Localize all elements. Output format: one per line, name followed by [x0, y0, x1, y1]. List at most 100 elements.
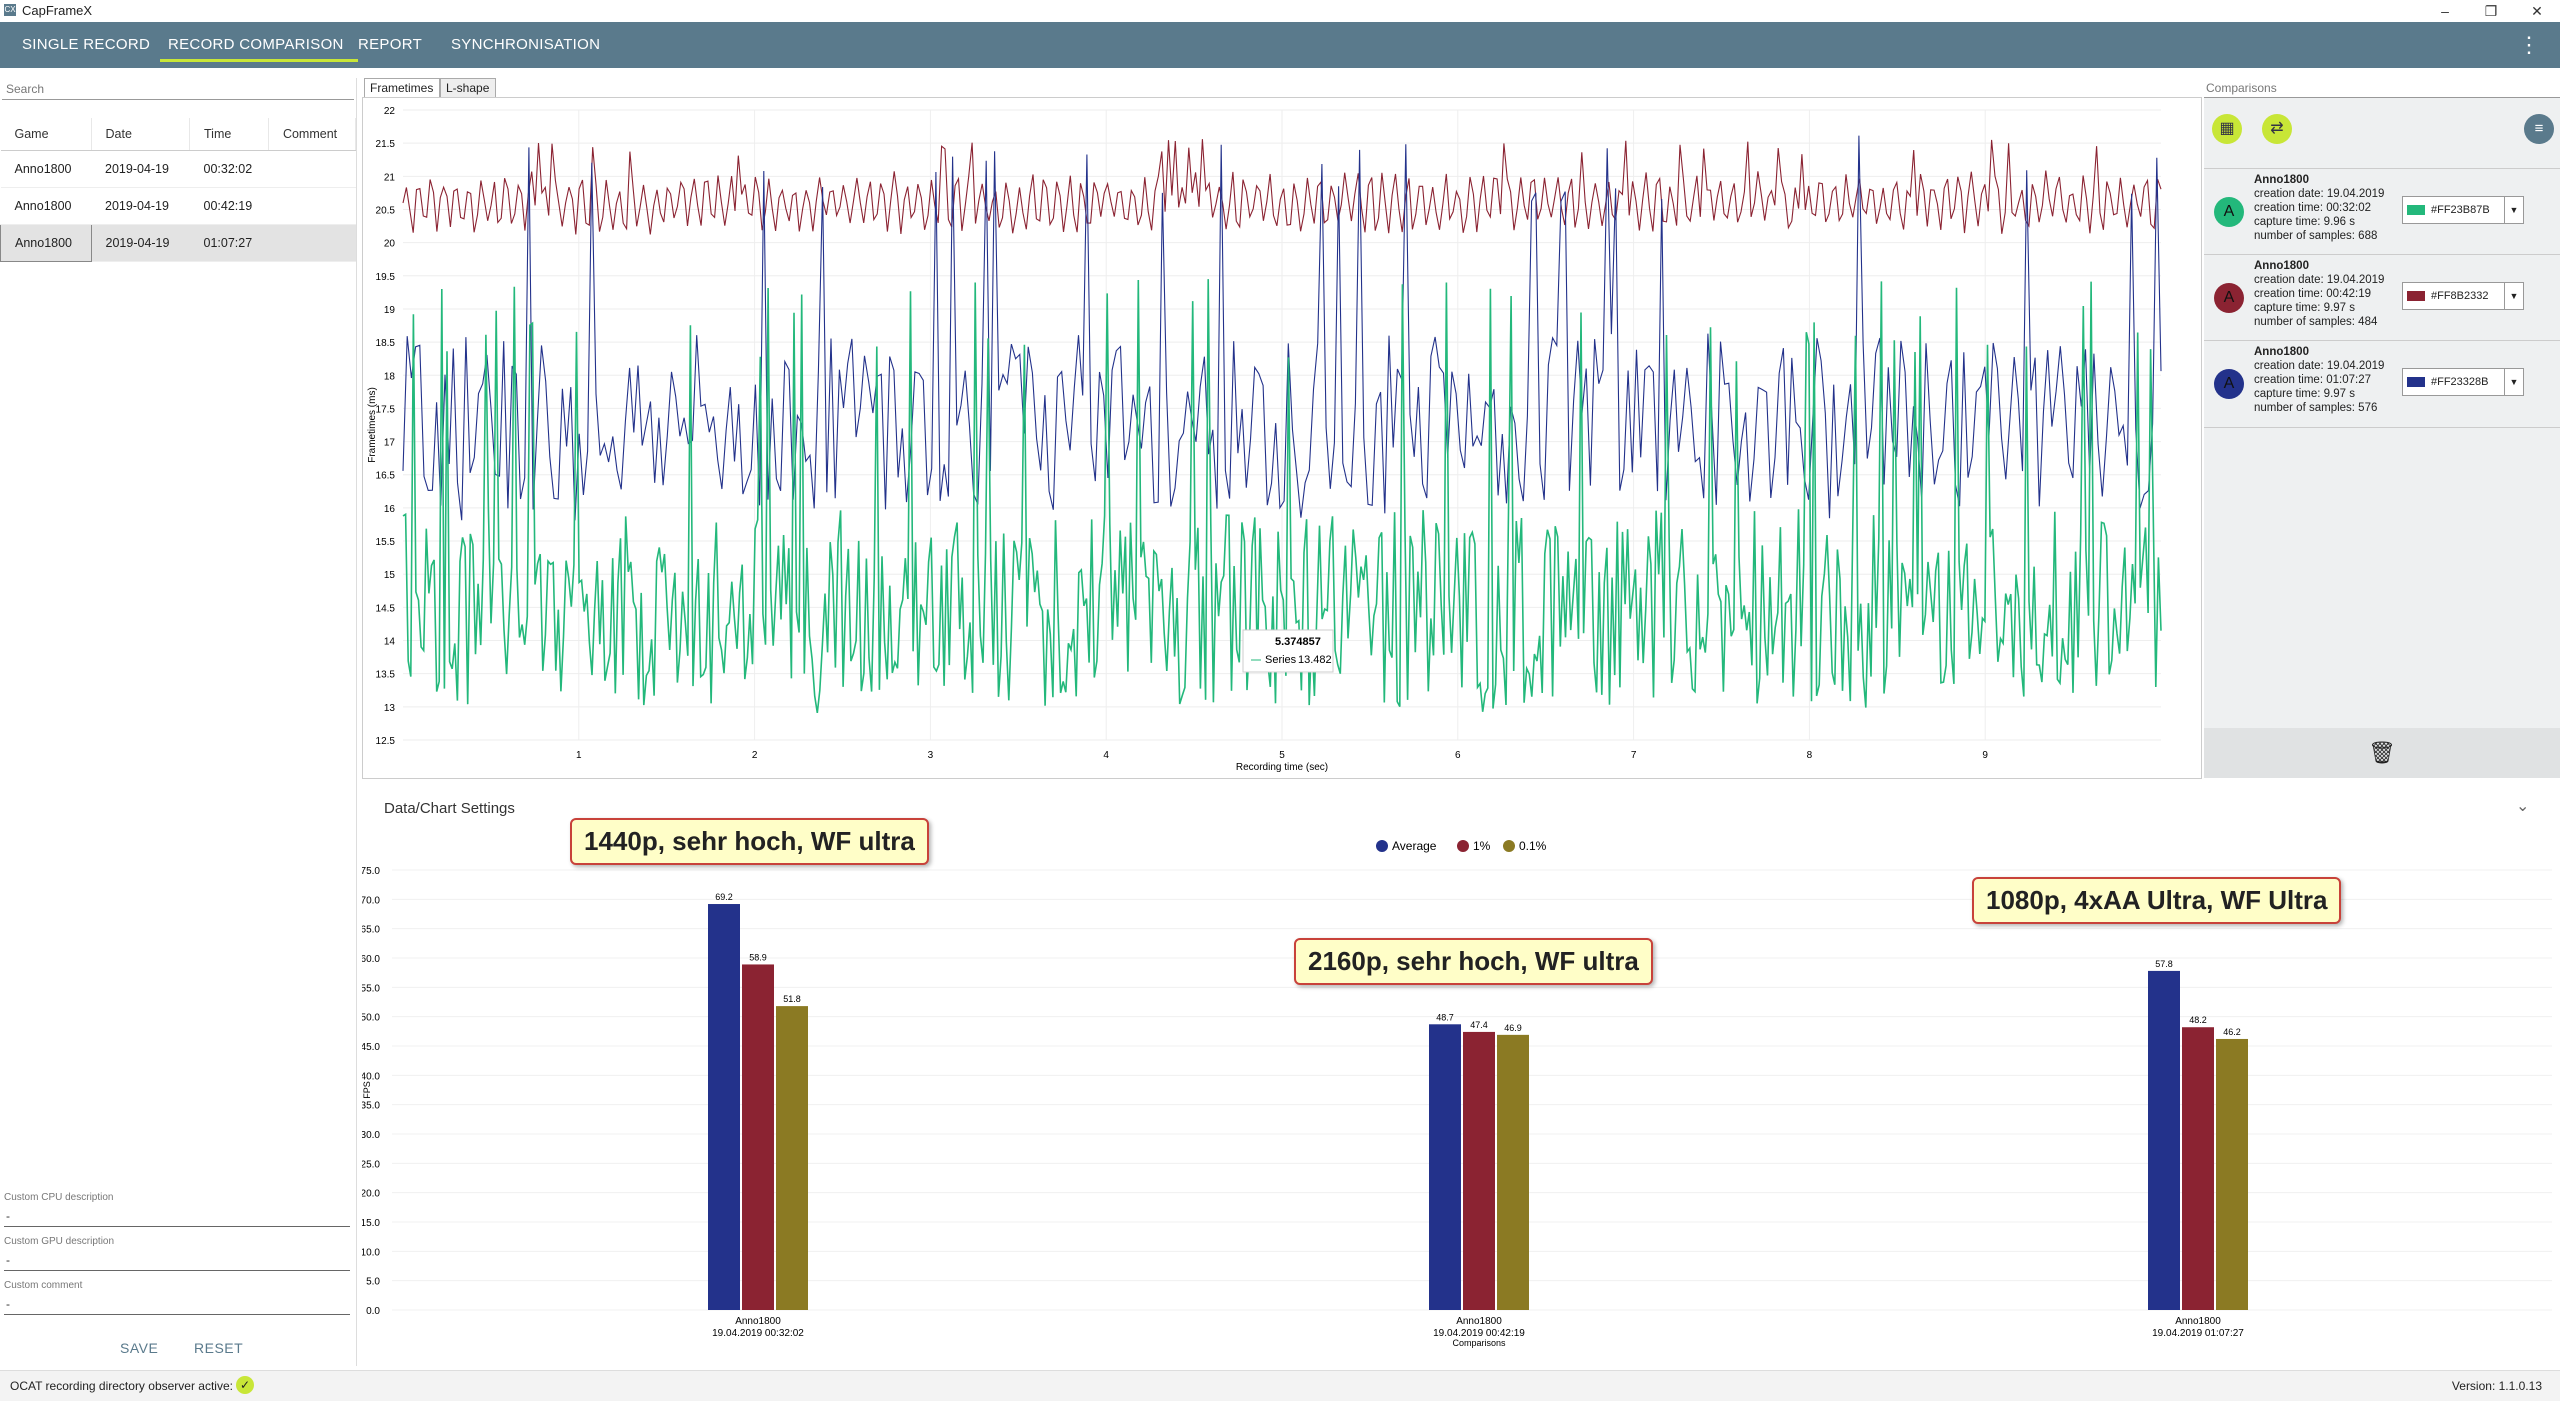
custom-comment-value[interactable]: - [6, 1297, 10, 1311]
bar-0-1pct[interactable] [1497, 1034, 1529, 1310]
bar-0-1pct[interactable] [776, 1006, 808, 1310]
close-button[interactable]: ✕ [2531, 3, 2543, 19]
bar-average[interactable] [1429, 1024, 1461, 1310]
chevron-down-icon[interactable]: ▼ [2504, 197, 2523, 223]
legend-label[interactable]: 0.1% [1519, 839, 1547, 853]
y-tick-label: 0.0 [366, 1306, 380, 1317]
tooltip-y-value: 13.482 [1298, 654, 1332, 666]
y-tick-label: 15.5 [376, 537, 396, 548]
legend-label[interactable]: 1% [1473, 839, 1491, 853]
cell-comment[interactable] [268, 224, 356, 262]
delete-all-button[interactable]: 🗑 [2204, 728, 2560, 778]
comparison-item[interactable]: A Anno1800 creation date: 19.04.2019 cre… [2204, 168, 2560, 255]
column-header-date[interactable]: Date [91, 118, 191, 151]
tab-frametimes[interactable]: Frametimes [364, 78, 440, 98]
status-text: OCAT recording directory observer active… [10, 1379, 233, 1393]
reset-button[interactable]: RESET [194, 1340, 244, 1356]
annotation-1080p: 1080p, 4xAA Ultra, WF Ultra [1972, 877, 2342, 924]
custom-cpu-value[interactable]: - [6, 1209, 10, 1223]
comparisons-header: Comparisons [2204, 78, 2560, 98]
avatar: A [2214, 197, 2244, 227]
custom-gpu-label: Custom GPU description [4, 1236, 115, 1247]
legend-swatch [1457, 840, 1469, 852]
column-header-time[interactable]: Time [189, 118, 269, 151]
y-tick-label: 10.0 [362, 1247, 380, 1258]
tab-report[interactable]: REPORT [358, 36, 423, 53]
frametime-series-line[interactable] [402, 135, 2162, 521]
comparison-title: Anno1800 [2254, 174, 2309, 186]
save-button[interactable]: SAVE [120, 1340, 159, 1356]
y-tick-label: 13 [384, 703, 396, 714]
custom-gpu-value[interactable]: - [6, 1253, 10, 1267]
legend-label[interactable]: Average [1392, 839, 1437, 853]
y-tick-label: 15 [384, 570, 396, 581]
record-table: Game Date Time Comment Anno1800 2019-04-… [0, 118, 357, 262]
comparison-capture-time: capture time: 9.96 s [2254, 216, 2355, 228]
bar-0-1pct[interactable] [2216, 1038, 2248, 1310]
color-code: #FF23328B [2431, 376, 2489, 388]
cell-comment[interactable] [268, 150, 356, 188]
x-tick-label: 5 [1279, 750, 1285, 761]
color-picker[interactable]: #FF23328B ▼ [2402, 368, 2524, 396]
bar-1pct[interactable] [1463, 1031, 1495, 1310]
tab-record-comparison[interactable]: RECORD COMPARISON [160, 36, 358, 62]
y-tick-label: 70.0 [362, 895, 380, 906]
search-input[interactable]: Search [2, 78, 354, 100]
tab-synchronisation[interactable]: SYNCHRONISATION [451, 36, 601, 53]
y-tick-label: 20 [384, 239, 396, 250]
chevron-down-icon[interactable]: ▼ [2504, 369, 2523, 395]
legend-swatch [1503, 840, 1515, 852]
bar-average[interactable] [708, 904, 740, 1310]
custom-cpu-field[interactable]: Custom CPU description - [4, 1192, 350, 1227]
custom-comment-field[interactable]: Custom comment - [4, 1280, 350, 1315]
swap-icon[interactable]: ⇄ [2262, 114, 2292, 144]
check-icon: ✓ [236, 1376, 254, 1394]
bar-1pct[interactable] [742, 964, 774, 1310]
restore-button[interactable]: ❐ [2484, 3, 2498, 19]
table-view-icon[interactable]: ▦ [2212, 114, 2242, 144]
column-header-game[interactable]: Game [0, 118, 92, 151]
column-header-comment[interactable]: Comment [268, 118, 357, 151]
version-label: Version: 1.1.0.13 [2451, 1379, 2542, 1393]
y-tick-label: 18.5 [376, 338, 396, 349]
chevron-down-icon[interactable]: ▼ [2504, 283, 2523, 309]
legend-swatch [1376, 840, 1388, 852]
bar-value-label: 51.8 [783, 994, 801, 1004]
minimize-button[interactable]: – [2441, 3, 2449, 19]
y-tick-label: 5.0 [366, 1277, 380, 1288]
frametimes-chart[interactable]: 12.51313.51414.51515.51616.51717.51818.5… [363, 98, 2201, 778]
y-tick-label: 21.5 [376, 139, 396, 150]
bar-average[interactable] [2148, 970, 2180, 1310]
clear-list-icon[interactable]: ≡ [2524, 114, 2554, 144]
tooltip-series-label: Series [1265, 654, 1297, 666]
comparison-item[interactable]: A Anno1800 creation date: 19.04.2019 cre… [2204, 254, 2560, 341]
bar-value-label: 48.7 [1436, 1012, 1454, 1022]
color-picker[interactable]: #FF23B87B ▼ [2402, 196, 2524, 224]
cell-date: 2019-04-19 [91, 224, 190, 262]
custom-gpu-field[interactable]: Custom GPU description - [4, 1236, 350, 1271]
frametime-series-line[interactable] [402, 139, 2162, 235]
y-tick-label: 20.0 [362, 1189, 380, 1200]
annotation-1440p: 1440p, sehr hoch, WF ultra [570, 818, 929, 865]
data-chart-settings-header[interactable]: Data/Chart Settings [384, 800, 515, 817]
more-options-icon[interactable]: ⋮ [2518, 32, 2540, 57]
chevron-down-icon[interactable]: ⌄ [2516, 798, 2530, 815]
tab-lshape[interactable]: L-shape [440, 78, 496, 98]
bar-1pct[interactable] [2182, 1027, 2214, 1310]
bar-value-label: 58.9 [749, 952, 767, 962]
table-row-selected[interactable]: Anno1800 2019-04-19 01:07:27 [0, 224, 356, 262]
table-row[interactable]: Anno1800 2019-04-19 00:42:19 [0, 187, 356, 225]
x-tick-label: 4 [1103, 750, 1109, 761]
frametime-series-line[interactable] [402, 279, 2162, 714]
cell-game: Anno1800 [0, 187, 92, 225]
tab-single-record[interactable]: SINGLE RECORD [22, 36, 151, 53]
window-titlebar: CX CapFrameX – ❐ ✕ [0, 0, 2560, 23]
frametimes-chart-frame: 12.5 13 13.5 14 14.5 15 15.5 16 16.5 17 17.5 18 18.5… [362, 97, 2202, 779]
cell-comment[interactable] [268, 187, 356, 225]
comparison-item[interactable]: A Anno1800 creation date: 19.04.2019 cre… [2204, 340, 2560, 428]
comparison-title: Anno1800 [2254, 346, 2309, 358]
color-picker[interactable]: #FF8B2332 ▼ [2402, 282, 2524, 310]
x-axis-label: Comparisons [1452, 1338, 1506, 1348]
y-tick-label: 16.5 [376, 471, 396, 482]
table-row[interactable]: Anno1800 2019-04-19 00:32:02 [0, 150, 356, 188]
